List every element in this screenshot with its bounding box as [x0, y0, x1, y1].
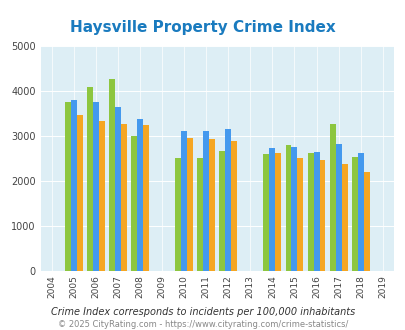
Bar: [297, 158, 303, 271]
Text: Haysville Property Crime Index: Haysville Property Crime Index: [70, 20, 335, 35]
Bar: [285, 145, 291, 271]
Bar: [175, 158, 181, 271]
Bar: [291, 147, 297, 271]
Bar: [209, 139, 215, 271]
Bar: [131, 136, 136, 271]
Bar: [351, 157, 357, 271]
Bar: [313, 152, 319, 271]
Bar: [136, 119, 143, 271]
Bar: [87, 86, 93, 271]
Bar: [219, 151, 225, 271]
Bar: [202, 131, 209, 271]
Bar: [307, 153, 313, 271]
Bar: [197, 157, 202, 271]
Bar: [275, 153, 281, 271]
Bar: [65, 102, 70, 271]
Text: © 2025 CityRating.com - https://www.cityrating.com/crime-statistics/: © 2025 CityRating.com - https://www.city…: [58, 319, 347, 329]
Bar: [98, 121, 104, 271]
Bar: [187, 138, 192, 271]
Bar: [225, 129, 231, 271]
Bar: [363, 172, 369, 271]
Bar: [263, 154, 269, 271]
Bar: [319, 160, 325, 271]
Bar: [341, 164, 347, 271]
Bar: [109, 79, 115, 271]
Bar: [77, 115, 83, 271]
Bar: [231, 141, 237, 271]
Bar: [357, 153, 363, 271]
Bar: [143, 125, 149, 271]
Bar: [115, 107, 121, 271]
Bar: [269, 148, 275, 271]
Bar: [93, 102, 98, 271]
Text: Crime Index corresponds to incidents per 100,000 inhabitants: Crime Index corresponds to incidents per…: [51, 307, 354, 317]
Bar: [335, 145, 341, 271]
Bar: [121, 124, 126, 271]
Bar: [181, 131, 187, 271]
Bar: [329, 124, 335, 271]
Bar: [70, 100, 77, 271]
